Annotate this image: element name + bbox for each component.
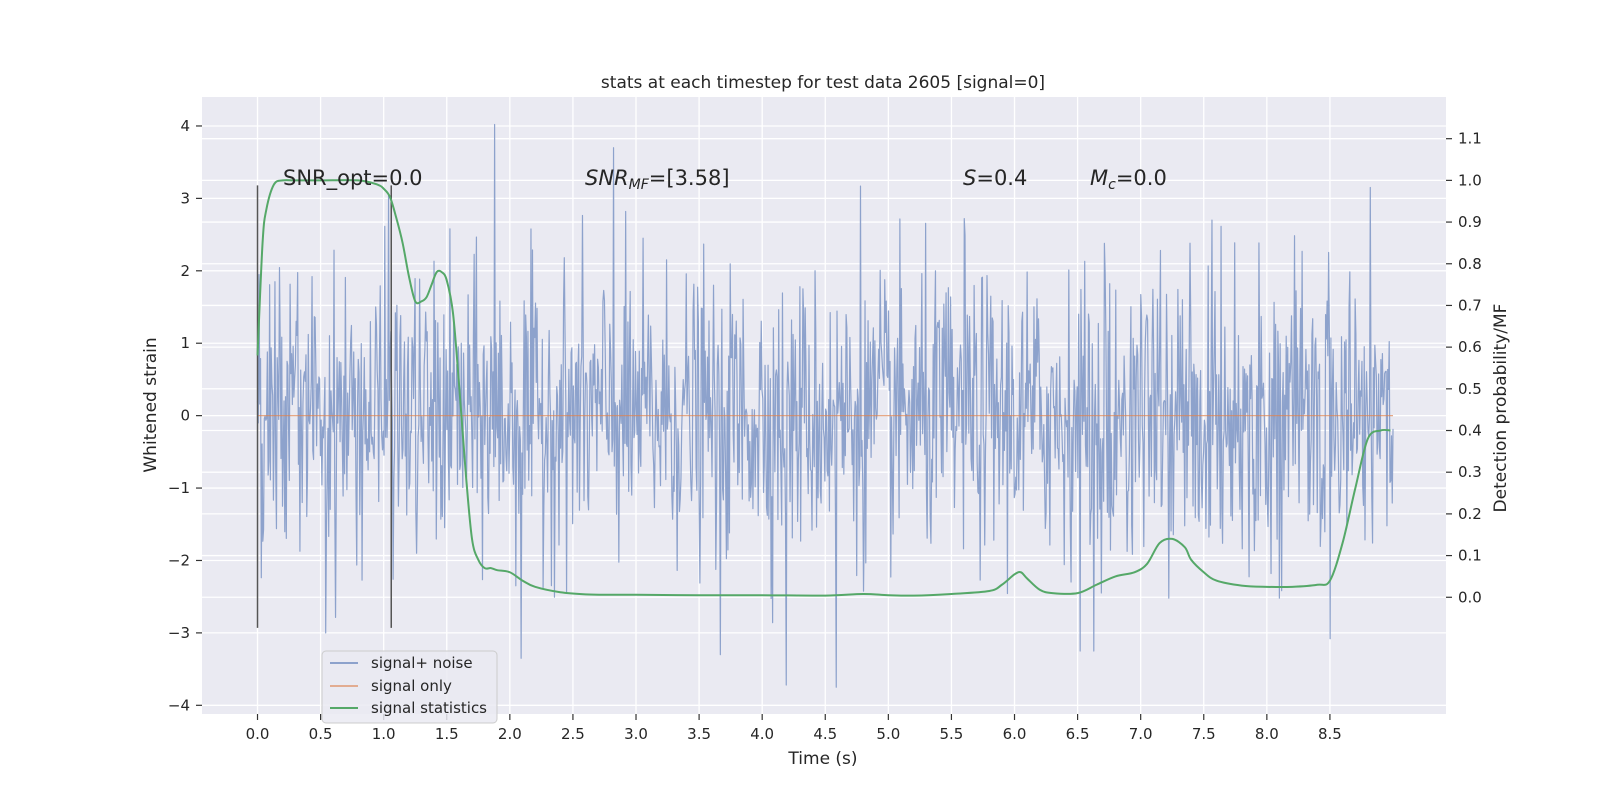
y2-tick-label: 0.5 xyxy=(1458,380,1482,398)
x-tick-label: 3.0 xyxy=(624,725,648,743)
legend-label-stats: signal statistics xyxy=(371,699,487,717)
x-tick-label: 6.5 xyxy=(1066,725,1090,743)
annotation-snr-mf: SNRMF=[3.58] xyxy=(585,166,730,193)
x-tick-label: 7.5 xyxy=(1192,725,1216,743)
x-tick-label: 5.5 xyxy=(939,725,963,743)
y2-tick-label: 0.3 xyxy=(1458,463,1482,481)
y-tick-label: 3 xyxy=(180,189,190,207)
ticks: 0.0 0.5 1.0 1.5 2.0 2.5 3.0 3.5 4.0 4.5 5.0 5.5 6.0 6… xyxy=(168,117,1482,743)
chart-title: stats at each timestep for test data 260… xyxy=(601,73,1045,93)
x-tick-label: 2.5 xyxy=(561,725,585,743)
x-tick-label: 1.0 xyxy=(372,725,396,743)
y2-tick-label: 0.6 xyxy=(1458,338,1482,356)
x-tick-label: 5.0 xyxy=(876,725,900,743)
y2-tick-label: 0.7 xyxy=(1458,296,1482,314)
x-tick-label: 6.0 xyxy=(1003,725,1027,743)
annotation-s: S=0.4 xyxy=(963,166,1027,190)
y-tick-label: 1 xyxy=(180,334,190,352)
y2-tick-label: 0.1 xyxy=(1458,547,1482,565)
y2-axis-label: Detection probability/MF xyxy=(1491,304,1511,513)
y2-tick-label: 0.2 xyxy=(1458,505,1482,523)
grid xyxy=(202,97,1446,714)
statistics-series xyxy=(256,179,1391,597)
x-tick-label: 0.5 xyxy=(309,725,333,743)
y-axis-label: Whitened strain xyxy=(141,337,161,472)
x-axis-label: Time (s) xyxy=(787,749,857,769)
annotation-mc: Mc=0.0 xyxy=(1090,166,1167,193)
y-tick-label: −3 xyxy=(168,624,190,642)
x-tick-label: 0.0 xyxy=(246,725,270,743)
y-tick-label: −4 xyxy=(168,696,190,714)
legend-label-noise: signal+ noise xyxy=(371,654,473,672)
annotation-snr-opt: SNR_opt=0.0 xyxy=(283,166,423,191)
y-tick-label: −1 xyxy=(168,479,190,497)
x-tick-label: 4.5 xyxy=(813,725,837,743)
y-tick-label: 2 xyxy=(180,262,190,280)
y2-tick-label: 1.0 xyxy=(1458,171,1482,189)
x-tick-label: 7.0 xyxy=(1129,725,1153,743)
x-tick-label: 8.5 xyxy=(1318,725,1342,743)
x-tick-label: 3.5 xyxy=(687,725,711,743)
window-lines xyxy=(256,185,392,628)
legend-box xyxy=(321,650,498,724)
y2-tick-label: 0.8 xyxy=(1458,255,1482,273)
legend-label-signal: signal only xyxy=(371,677,452,695)
y-tick-label: 0 xyxy=(180,407,190,425)
x-tick-label: 8.0 xyxy=(1255,725,1279,743)
y-tick-label: 4 xyxy=(180,117,190,135)
x-tick-label: 1.5 xyxy=(435,725,459,743)
x-tick-label: 2.0 xyxy=(498,725,522,743)
y2-tick-label: 0.9 xyxy=(1458,213,1482,231)
x-tick-label: 4.0 xyxy=(750,725,774,743)
y2-tick-label: 0.4 xyxy=(1458,422,1482,440)
y2-tick-label: 0.0 xyxy=(1458,588,1482,606)
statistics-line xyxy=(256,179,1391,597)
y-tick-label: −2 xyxy=(168,551,190,569)
y2-tick-label: 1.1 xyxy=(1458,130,1482,148)
legend: signal+ noise signal only signal statist… xyxy=(321,650,498,724)
